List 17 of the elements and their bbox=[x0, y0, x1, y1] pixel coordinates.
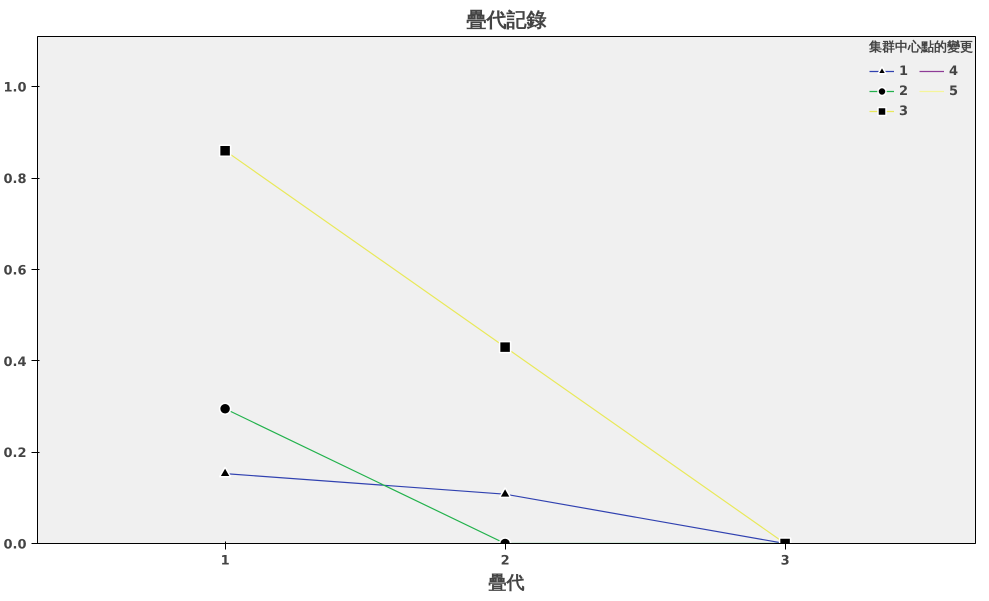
y-tick-label: 0.8 bbox=[3, 172, 26, 188]
legend-label: 5 bbox=[949, 84, 960, 98]
legend-title: 集群中心點的變更 bbox=[869, 38, 973, 56]
x-tick-label: 1 bbox=[220, 554, 230, 568]
y-tick-label: 0.6 bbox=[3, 263, 26, 278]
y-tick-label: 0.0 bbox=[3, 538, 26, 552]
legend-label: 1 bbox=[899, 64, 910, 78]
chart-title: 疊代記錄 bbox=[466, 8, 546, 32]
x-axis-title: 疊代 bbox=[488, 572, 524, 594]
x-tick-label: 2 bbox=[500, 554, 510, 568]
legend-label: 4 bbox=[949, 64, 960, 78]
y-tick-label: 0.4 bbox=[3, 354, 26, 370]
legend-label: 3 bbox=[899, 104, 910, 118]
legend-label: 2 bbox=[899, 84, 910, 98]
x-tick-label: 3 bbox=[780, 554, 790, 568]
y-tick-label: 0.2 bbox=[3, 446, 26, 462]
y-tick-label: 1.0 bbox=[3, 80, 26, 96]
